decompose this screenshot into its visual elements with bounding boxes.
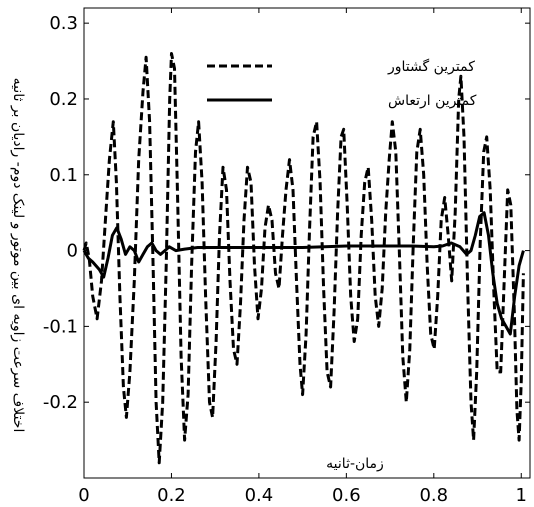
x-tick-label: 0.6 [332,485,361,506]
x-tick-label: 0 [78,485,89,506]
y-tick-label: -0.2 [43,392,78,413]
y-tick-label: 0.3 [49,13,78,34]
series-lines [82,52,525,465]
series-line-min-torque [82,52,525,465]
plot-area [83,7,531,479]
y-axis-title: اختلاف سرعت زاویه ای بین موتور و لینک دو… [10,78,26,433]
x-tick-label: 0.2 [157,485,186,506]
legend-label-min-torque: کمترین گشتاور [387,58,475,75]
y-tick-label: 0.2 [49,89,78,110]
y-tick-label: 0 [67,241,78,262]
x-tick-label: 1 [516,485,527,506]
series-line-min-vibration [82,211,525,336]
legend-label-min-vibration: کمترین ارتعاش [388,93,477,109]
x-axis-title: زمان-ثانیه [326,456,384,472]
x-tick-label: 0.8 [419,485,448,506]
y-tick-label: -0.1 [43,316,78,337]
x-tick-label: 0.4 [245,485,274,506]
legend: کمترین گشتاور کمترین ارتعاش [207,58,477,109]
axis-ticks: 0 0.2 0.4 0.6 0.8 1 0.3 0.2 0.1 0 -0.1 -0.2 [43,8,530,506]
y-tick-label: 0.1 [49,165,78,186]
